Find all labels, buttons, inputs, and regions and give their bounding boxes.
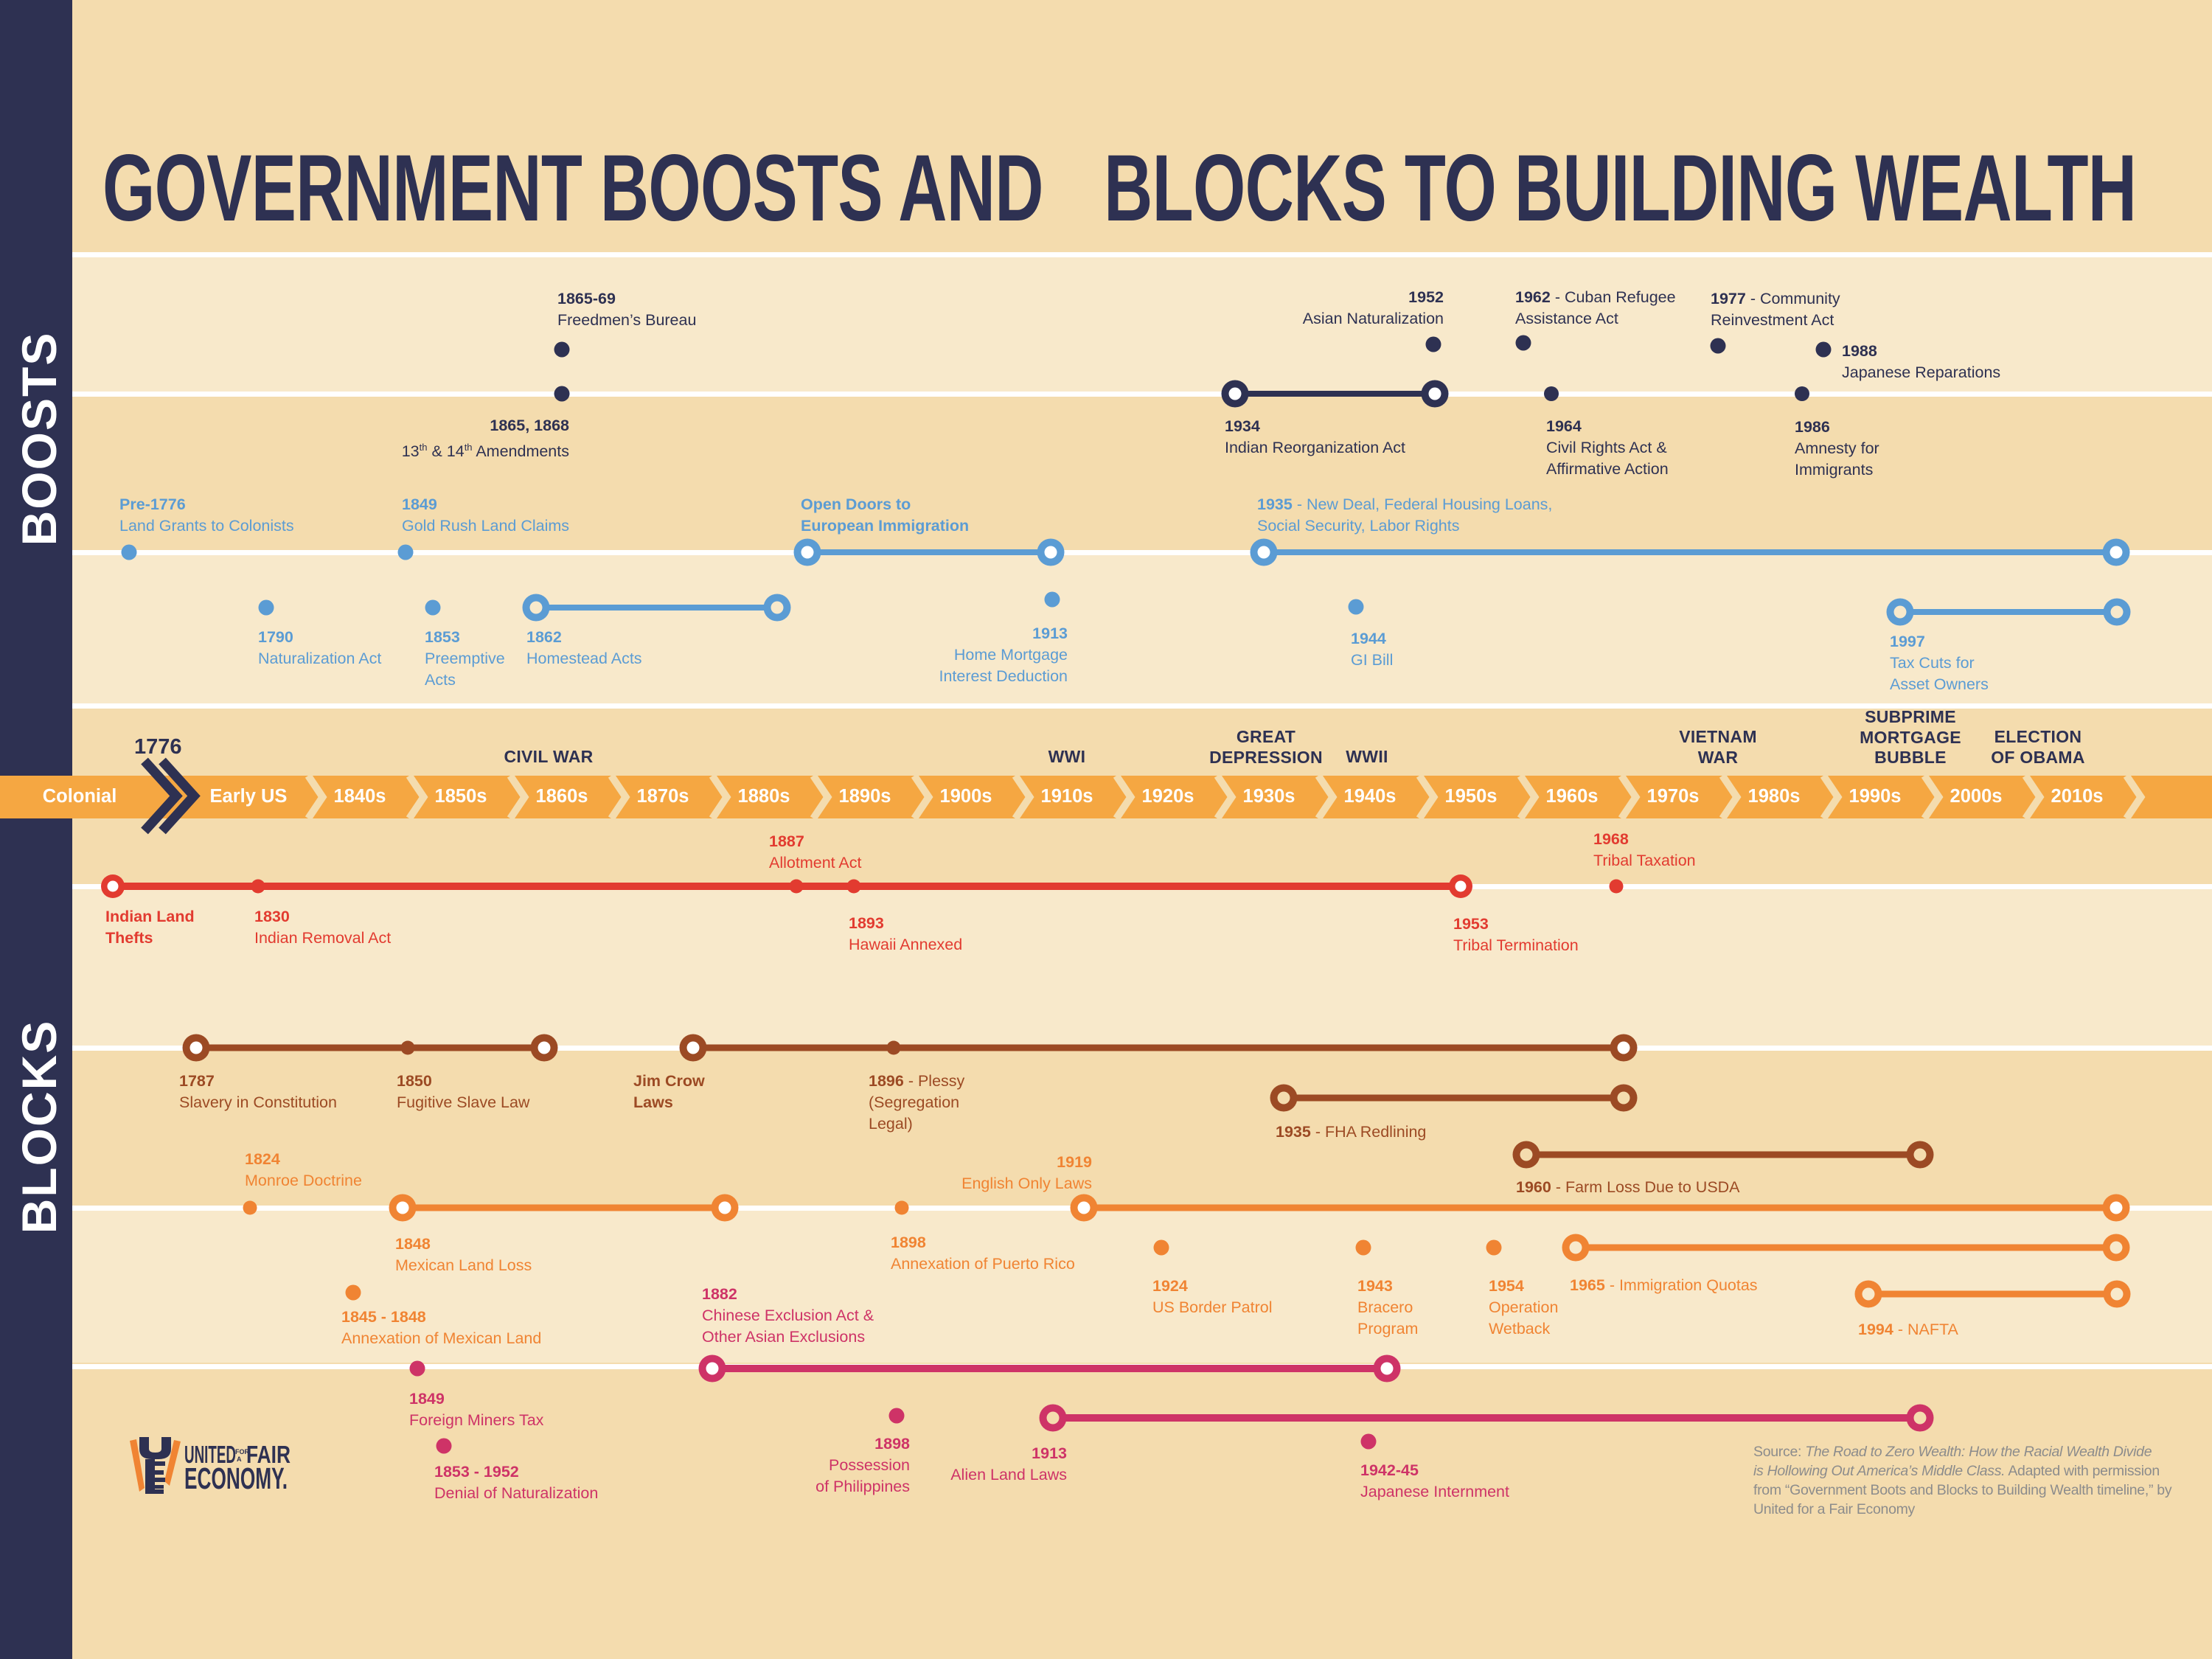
svg-text:UNITED: UNITED: [184, 1441, 236, 1468]
svg-text:A: A: [237, 1455, 242, 1463]
svg-text:ECONOMY.: ECONOMY.: [184, 1461, 288, 1495]
svg-text:FOR: FOR: [235, 1448, 249, 1455]
svg-text:FAIR: FAIR: [246, 1441, 291, 1468]
